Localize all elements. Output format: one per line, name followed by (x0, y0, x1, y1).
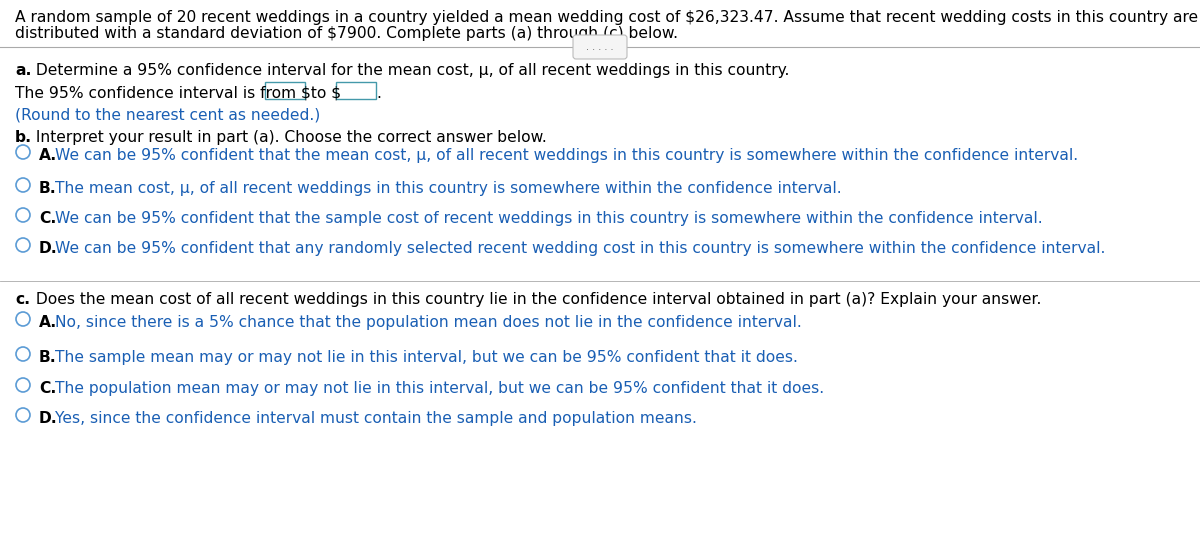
Text: D.: D. (38, 411, 58, 426)
Circle shape (16, 312, 30, 326)
Circle shape (16, 378, 30, 392)
FancyBboxPatch shape (265, 82, 305, 99)
Text: We can be 95% confident that the mean cost, μ, of all recent weddings in this co: We can be 95% confident that the mean co… (55, 148, 1078, 163)
Text: The 95% confidence interval is from $: The 95% confidence interval is from $ (14, 86, 311, 101)
Text: We can be 95% confident that the sample cost of recent weddings in this country : We can be 95% confident that the sample … (55, 211, 1043, 226)
Text: B.: B. (38, 350, 56, 365)
Text: distributed with a standard deviation of $7900. Complete parts (a) through (c) b: distributed with a standard deviation of… (14, 26, 678, 41)
Text: We can be 95% confident that any randomly selected recent wedding cost in this c: We can be 95% confident that any randoml… (55, 241, 1105, 256)
Text: A.: A. (38, 315, 58, 330)
Text: C.: C. (38, 381, 56, 396)
Text: The sample mean may or may not lie in this interval, but we can be 95% confident: The sample mean may or may not lie in th… (55, 350, 798, 365)
Text: . . . . .: . . . . . (587, 42, 613, 52)
Text: B.: B. (38, 181, 56, 196)
Text: Yes, since the confidence interval must contain the sample and population means.: Yes, since the confidence interval must … (55, 411, 697, 426)
Text: to $: to $ (306, 86, 341, 101)
Text: c.: c. (14, 292, 30, 307)
Text: b.: b. (14, 130, 32, 145)
Text: C.: C. (38, 211, 56, 226)
Text: (Round to the nearest cent as needed.): (Round to the nearest cent as needed.) (14, 107, 320, 122)
Text: Does the mean cost of all recent weddings in this country lie in the confidence : Does the mean cost of all recent wedding… (31, 292, 1042, 307)
Circle shape (16, 145, 30, 159)
FancyBboxPatch shape (574, 35, 628, 59)
Text: Determine a 95% confidence interval for the mean cost, μ, of all recent weddings: Determine a 95% confidence interval for … (31, 63, 790, 78)
Text: .: . (377, 86, 382, 101)
Text: a.: a. (14, 63, 31, 78)
Text: The population mean may or may not lie in this interval, but we can be 95% confi: The population mean may or may not lie i… (55, 381, 824, 396)
Circle shape (16, 408, 30, 422)
Text: The mean cost, μ, of all recent weddings in this country is somewhere within the: The mean cost, μ, of all recent weddings… (55, 181, 841, 196)
Circle shape (16, 347, 30, 361)
Circle shape (16, 238, 30, 252)
FancyBboxPatch shape (336, 82, 376, 99)
Circle shape (16, 178, 30, 192)
Text: Interpret your result in part (a). Choose the correct answer below.: Interpret your result in part (a). Choos… (31, 130, 547, 145)
Text: No, since there is a 5% chance that the population mean does not lie in the conf: No, since there is a 5% chance that the … (55, 315, 802, 330)
Text: A.: A. (38, 148, 58, 163)
Text: D.: D. (38, 241, 58, 256)
Circle shape (16, 208, 30, 222)
Text: A random sample of 20 recent weddings in a country yielded a mean wedding cost o: A random sample of 20 recent weddings in… (14, 10, 1200, 25)
